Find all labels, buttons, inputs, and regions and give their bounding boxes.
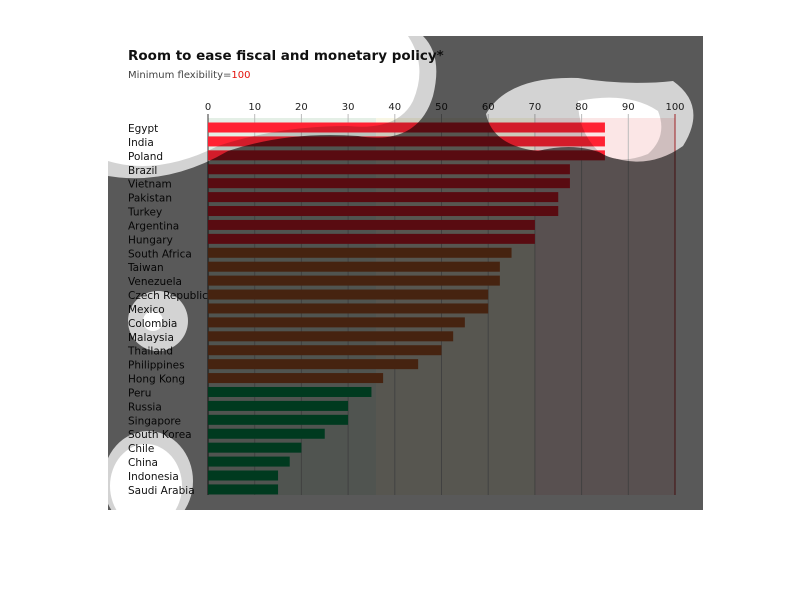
category-label: Saudi Arabia bbox=[128, 485, 195, 497]
x-tick-label: 40 bbox=[388, 102, 401, 113]
category-label: Brazil bbox=[128, 165, 157, 177]
bar bbox=[208, 456, 290, 467]
category-label: India bbox=[128, 137, 154, 149]
bar bbox=[208, 373, 384, 384]
spotlight-overlay bbox=[108, 36, 703, 510]
bar bbox=[208, 192, 559, 203]
category-label: Philippines bbox=[128, 360, 185, 372]
x-tick-label: 30 bbox=[342, 102, 355, 113]
category-label: Taiwan bbox=[127, 262, 164, 274]
background-band bbox=[376, 118, 535, 495]
category-label: Malaysia bbox=[128, 332, 174, 344]
x-tick-label: 50 bbox=[435, 102, 448, 113]
category-label: Turkey bbox=[127, 207, 162, 219]
category-label: Mexico bbox=[128, 304, 165, 316]
category-label: Vietnam bbox=[128, 179, 172, 191]
category-label: Pakistan bbox=[128, 193, 172, 205]
x-tick-label: 80 bbox=[575, 102, 588, 113]
background-band bbox=[208, 118, 377, 495]
bar bbox=[208, 150, 605, 161]
category-label: South Korea bbox=[128, 429, 192, 441]
category-label: Venezuela bbox=[128, 276, 182, 288]
bar bbox=[208, 164, 570, 175]
bar bbox=[208, 414, 349, 425]
bar bbox=[208, 178, 570, 189]
bar bbox=[208, 359, 419, 370]
bar bbox=[208, 136, 605, 147]
category-label: Russia bbox=[128, 401, 162, 413]
category-label: Egypt bbox=[128, 123, 158, 135]
category-label: Poland bbox=[128, 151, 163, 163]
bar bbox=[208, 386, 372, 397]
bar bbox=[208, 206, 559, 217]
bar bbox=[208, 219, 535, 230]
category-label: Czech Republic bbox=[128, 290, 208, 302]
chart-subtitle: Minimum flexibility=100 bbox=[128, 70, 251, 81]
category-label: Chile bbox=[128, 443, 154, 455]
bar bbox=[208, 122, 605, 133]
category-label: Singapore bbox=[128, 415, 181, 427]
bar bbox=[208, 317, 465, 328]
category-label: China bbox=[128, 457, 158, 469]
bar-plot: 0 10 20 30 40 50 60 70 80 90 100 Egypt India Poland Br… bbox=[127, 102, 685, 497]
x-tick-label: 100 bbox=[665, 102, 684, 113]
category-label: Peru bbox=[128, 387, 151, 399]
category-label: Indonesia bbox=[128, 471, 179, 483]
bar bbox=[208, 331, 454, 342]
bar bbox=[208, 233, 535, 244]
x-tick-label: 70 bbox=[529, 102, 542, 113]
subtitle-prefix: Minimum flexibility= bbox=[128, 70, 232, 81]
bar bbox=[208, 484, 279, 495]
bar bbox=[208, 303, 489, 314]
bar bbox=[208, 261, 500, 272]
category-label: Hong Kong bbox=[128, 374, 185, 386]
category-label: South Africa bbox=[128, 248, 192, 260]
bar bbox=[208, 428, 325, 439]
bar bbox=[208, 289, 489, 300]
chart-title: Room to ease fiscal and monetary policy* bbox=[128, 48, 444, 64]
x-tick-label: 10 bbox=[248, 102, 261, 113]
bar bbox=[208, 345, 442, 356]
x-tick-label: 0 bbox=[205, 102, 211, 113]
bar bbox=[208, 247, 512, 258]
bar bbox=[208, 275, 500, 286]
x-tick-label: 20 bbox=[295, 102, 308, 113]
background-band bbox=[534, 118, 675, 495]
category-label: Colombia bbox=[128, 318, 177, 330]
category-label: Thailand bbox=[127, 346, 173, 358]
category-label: Hungary bbox=[128, 234, 173, 246]
bar bbox=[208, 400, 349, 411]
bar bbox=[208, 442, 302, 453]
x-tick-label: 60 bbox=[482, 102, 495, 113]
subtitle-value: 100 bbox=[231, 70, 251, 81]
x-tick-label: 90 bbox=[622, 102, 635, 113]
bar bbox=[208, 470, 279, 481]
category-label: Argentina bbox=[128, 220, 179, 232]
chart: 0 10 20 30 40 50 60 70 80 90 100 Egypt India Poland Br… bbox=[108, 36, 703, 510]
